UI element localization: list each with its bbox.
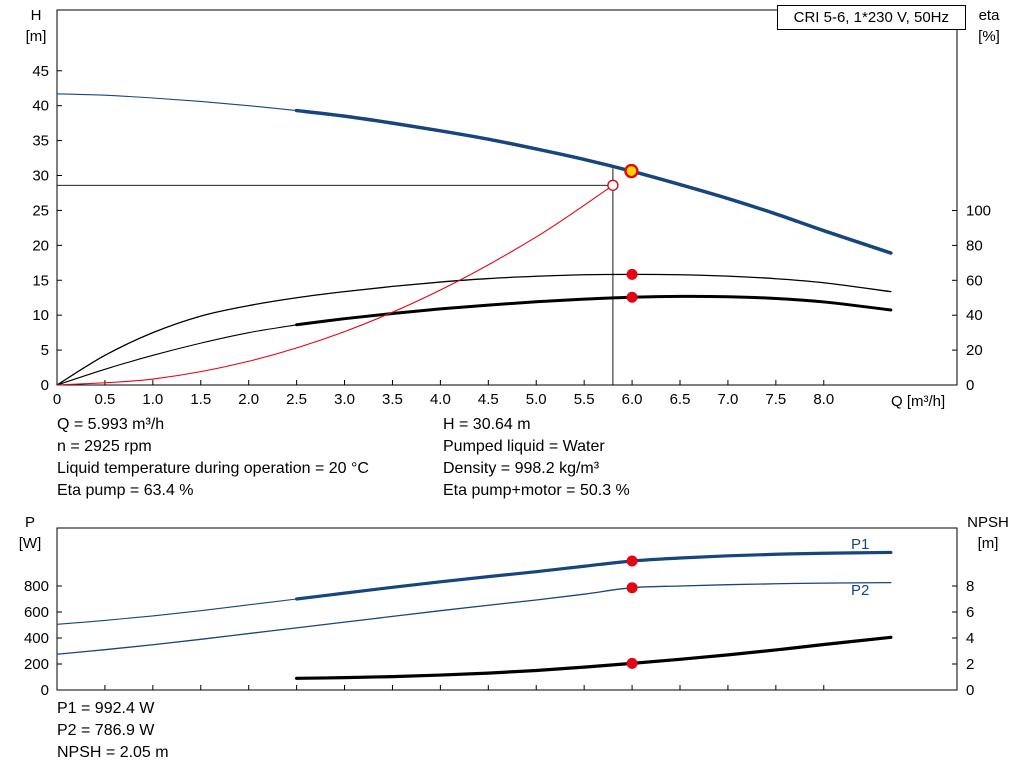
p1-operating-dot — [626, 555, 638, 567]
eta-pump-motor-curve — [295, 294, 893, 327]
operating-data-left: Q = 5.993 m³/h n = 2925 rpm Liquid tempe… — [57, 414, 369, 502]
tick-label: 30 — [32, 168, 49, 185]
tick-label: 1.0 — [142, 391, 163, 408]
tick-label: 15 — [32, 272, 49, 289]
operating-data-right: H = 30.64 m Pumped liquid = Water Densit… — [443, 414, 630, 502]
tick-label: 5.0 — [526, 391, 547, 408]
info-line-liquid: Pumped liquid = Water — [443, 438, 605, 455]
tick-label: 400 — [24, 630, 49, 647]
head-curve-lead — [56, 93, 297, 112]
tick-label: 0 — [41, 377, 49, 394]
tick-label: 2.5 — [286, 391, 307, 408]
tick-label: 25 — [32, 202, 49, 219]
p2-operating-dot — [626, 582, 638, 594]
info-line-head: H = 30.64 m — [443, 416, 531, 433]
tick-label: 10 — [32, 307, 49, 324]
p1-curve — [295, 550, 893, 601]
tick-label: 200 — [24, 656, 49, 673]
eta-axis-unit: [%] — [978, 28, 1000, 45]
npsh-axis-title: NPSH [m] — [960, 512, 1016, 554]
q-axis-label: Q [m³/h] — [891, 393, 946, 410]
p2-curve — [56, 581, 892, 655]
system-curve-curve — [56, 184, 614, 386]
tick-label: 600 — [24, 604, 49, 621]
info-line-speed: n = 2925 rpm — [57, 438, 152, 455]
tick-label: 2 — [966, 656, 974, 673]
p1-curve-lead — [56, 598, 297, 625]
tick-label: 0.5 — [94, 391, 115, 408]
info-line-eta-pump: Eta pump = 63.4 % — [57, 482, 194, 499]
h-axis-unit: [m] — [25, 28, 47, 45]
tick-label: 100 — [966, 203, 991, 220]
tick-label: 4.5 — [478, 391, 499, 408]
info-line-p2: P2 = 786.9 W — [57, 722, 155, 739]
operating-point-marker — [624, 163, 639, 179]
npsh-axis-unit: [m] — [977, 535, 999, 552]
h-axis-title: H [m] — [18, 5, 54, 47]
tick-label: 2.0 — [238, 391, 259, 408]
tick-label: 5 — [41, 342, 49, 359]
pump-type-box: CRI 5-6, 1*230 V, 50Hz — [776, 5, 966, 30]
power-npsh-data: P1 = 992.4 W P2 = 786.9 W NPSH = 2.05 m — [57, 698, 169, 764]
eta-pump-motor-operating-dot — [626, 291, 638, 303]
info-line-npsh: NPSH = 2.05 m — [57, 744, 169, 761]
tick-label: 7.0 — [717, 391, 738, 408]
tick-label: 80 — [966, 237, 983, 254]
tick-label: 60 — [966, 272, 983, 289]
hq-eta-chart-frame — [56, 9, 958, 386]
info-line-density: Density = 998.2 kg/m³ — [443, 460, 600, 477]
tick-label: 6.5 — [670, 391, 691, 408]
p-axis-name: P — [24, 514, 35, 531]
tick-label: 4 — [966, 630, 974, 647]
h-axis-name: H — [30, 7, 42, 24]
tick-label: 8.0 — [813, 391, 834, 408]
p2-series-label: P2 — [851, 582, 870, 599]
tick-label: 0 — [966, 682, 974, 699]
tick-label: 4.0 — [430, 391, 451, 408]
head-curve — [294, 108, 893, 255]
p1-series-label: P1 — [851, 536, 870, 553]
info-line-eta-total: Eta pump+motor = 50.3 % — [443, 482, 630, 499]
tick-label: 8 — [966, 578, 974, 595]
tick-label: 0 — [966, 377, 974, 394]
tick-label: 800 — [24, 578, 49, 595]
tick-label: 3.0 — [334, 391, 355, 408]
tick-label: 45 — [32, 63, 49, 80]
info-line-temperature: Liquid temperature during operation = 20… — [57, 460, 369, 477]
eta-pump-curve — [56, 273, 892, 386]
tick-label: 7.5 — [765, 391, 786, 408]
npsh-curve — [295, 635, 893, 680]
tick-label: 0 — [53, 391, 61, 408]
p-axis-title: P [W] — [12, 512, 48, 554]
tick-label: 6.0 — [622, 391, 643, 408]
tick-label: 40 — [966, 307, 983, 324]
tick-label: 20 — [32, 237, 49, 254]
duty-request-marker — [607, 179, 619, 191]
info-line-flow: Q = 5.993 m³/h — [57, 416, 165, 433]
eta-pump-motor-curve-lead — [56, 324, 297, 386]
npsh-axis-name: NPSH — [967, 514, 1009, 531]
p-axis-unit: [W] — [18, 535, 42, 552]
tick-label: 20 — [966, 342, 983, 359]
tick-label: 0 — [41, 682, 49, 699]
info-line-p1: P1 = 992.4 W — [57, 700, 155, 717]
tick-label: 5.5 — [574, 391, 595, 408]
tick-label: 40 — [32, 98, 49, 115]
tick-label: 35 — [32, 133, 49, 150]
tick-label: 3.5 — [382, 391, 403, 408]
eta-pump-operating-dot — [626, 268, 638, 280]
power-npsh-chart-frame — [56, 527, 958, 691]
eta-axis-title: eta [%] — [968, 5, 1010, 47]
tick-label: 1.5 — [190, 391, 211, 408]
npsh-operating-dot — [626, 657, 638, 669]
eta-axis-name: eta — [978, 7, 1000, 24]
tick-label: 6 — [966, 604, 974, 621]
